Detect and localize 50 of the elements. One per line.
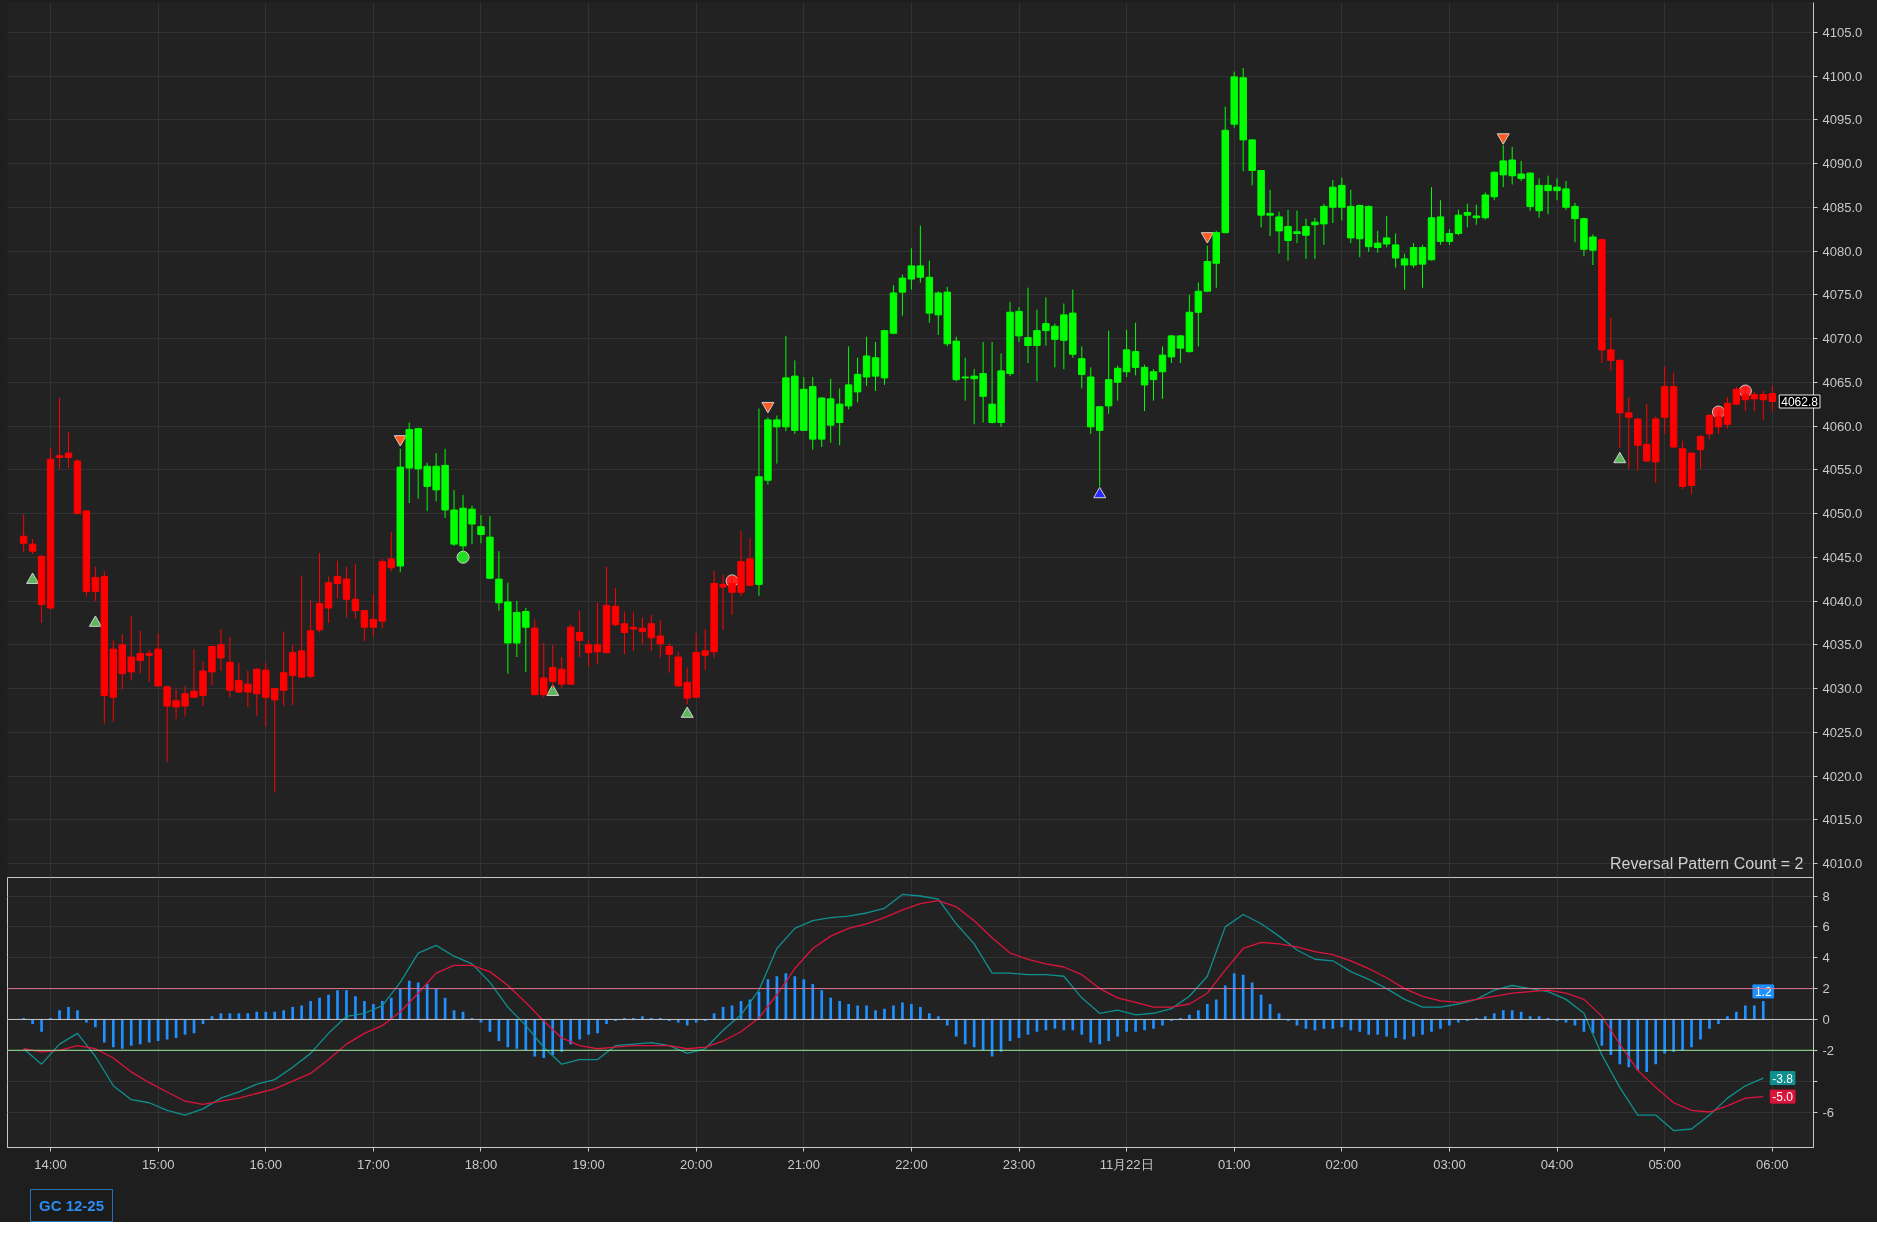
y-tick-label: 4085.0 bbox=[1822, 199, 1863, 215]
y-tick-label: 4065.0 bbox=[1822, 374, 1863, 390]
y-tick-label: 4045.0 bbox=[1822, 549, 1863, 565]
y-tick-label: 4055.0 bbox=[1822, 462, 1863, 478]
y-tick-label: 4010.0 bbox=[1822, 856, 1863, 871]
y-tick-label: 4035.0 bbox=[1822, 637, 1863, 653]
x-tick-label: 15:00 bbox=[141, 1156, 175, 1172]
x-tick-label: 05:00 bbox=[1648, 1156, 1681, 1172]
y-tick-label: 4090.0 bbox=[1822, 156, 1863, 171]
y-tick-label: 4095.0 bbox=[1822, 112, 1863, 128]
x-tick-label: 23:00 bbox=[1002, 1156, 1036, 1172]
y-tick-label: 4080.0 bbox=[1822, 243, 1863, 259]
y-tick-label: 4025.0 bbox=[1822, 724, 1863, 740]
x-tick-label: 21:00 bbox=[787, 1156, 821, 1172]
y-tick-label: 4040.0 bbox=[1822, 593, 1863, 609]
y-tick-label: 4015.0 bbox=[1822, 812, 1863, 828]
x-tick-label: 11月22日 bbox=[1099, 1156, 1154, 1172]
x-tick-label: 04:00 bbox=[1540, 1156, 1574, 1172]
x-tick-label: 19:00 bbox=[572, 1156, 605, 1172]
y-tick-label: 4105.0 bbox=[1822, 24, 1863, 40]
y-tick-label: 4060.0 bbox=[1822, 418, 1863, 434]
x-tick-label: 01:00 bbox=[1217, 1156, 1251, 1172]
data-label: 1.2 bbox=[1754, 984, 1772, 999]
x-tick-label: 20:00 bbox=[679, 1156, 713, 1172]
x-tick-label: 03:00 bbox=[1433, 1156, 1466, 1172]
data-label: -5.0 bbox=[1772, 1090, 1794, 1105]
y-tick-label: 6 bbox=[1822, 919, 1830, 935]
y-tick-label: 2 bbox=[1822, 981, 1830, 997]
data-label: -3.8 bbox=[1772, 1071, 1794, 1086]
y-tick-label: -2 bbox=[1822, 1042, 1835, 1058]
x-tick-label: 14:00 bbox=[34, 1156, 67, 1172]
annotation: 4062.8 bbox=[1781, 395, 1819, 409]
text: GC 12-25 bbox=[39, 1196, 105, 1216]
y-tick-label: 4 bbox=[1822, 950, 1830, 966]
y-tick-label: -6 bbox=[1822, 1104, 1835, 1120]
x-tick-label: 06:00 bbox=[1755, 1156, 1789, 1172]
y-tick-label: 8 bbox=[1822, 888, 1830, 904]
y-tick-label: 4030.0 bbox=[1822, 681, 1863, 696]
y-tick-label: 4070.0 bbox=[1822, 331, 1863, 346]
annotation: Reversal Pattern Count = 2 bbox=[1610, 854, 1804, 872]
y-tick-label: 4100.0 bbox=[1822, 68, 1863, 84]
x-tick-label: 02:00 bbox=[1325, 1156, 1359, 1172]
y-tick-label: 0 bbox=[1822, 1011, 1830, 1027]
x-tick-label: 22:00 bbox=[895, 1156, 928, 1172]
y-tick-label: 4075.0 bbox=[1822, 287, 1863, 303]
y-tick-label: 4050.0 bbox=[1822, 506, 1863, 521]
x-tick-label: 16:00 bbox=[249, 1156, 283, 1172]
x-tick-label: 17:00 bbox=[357, 1156, 390, 1172]
y-tick-label: 4020.0 bbox=[1822, 768, 1863, 784]
x-tick-label: 18:00 bbox=[464, 1156, 498, 1172]
